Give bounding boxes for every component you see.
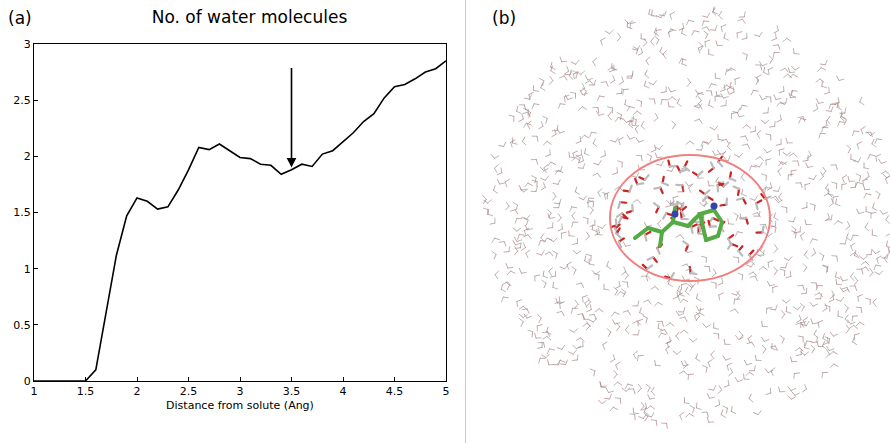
svg-text:4: 4 bbox=[340, 385, 347, 398]
svg-text:2.5: 2.5 bbox=[13, 94, 31, 107]
svg-text:1.5: 1.5 bbox=[77, 385, 95, 398]
svg-text:Distance from solute (Ang): Distance from solute (Ang) bbox=[166, 399, 314, 412]
svg-text:2.5: 2.5 bbox=[180, 385, 198, 398]
svg-text:No. of water molecules: No. of water molecules bbox=[152, 7, 348, 27]
svg-text:4.5: 4.5 bbox=[386, 385, 404, 398]
svg-text:1: 1 bbox=[31, 385, 38, 398]
svg-text:1.5: 1.5 bbox=[13, 206, 31, 219]
svg-text:3: 3 bbox=[24, 38, 31, 51]
svg-text:5: 5 bbox=[443, 385, 450, 398]
svg-text:2: 2 bbox=[134, 385, 141, 398]
svg-text:1: 1 bbox=[24, 263, 31, 276]
svg-text:2: 2 bbox=[24, 150, 31, 163]
svg-text:3.5: 3.5 bbox=[283, 385, 301, 398]
svg-text:0: 0 bbox=[24, 375, 31, 388]
html-text:(a): (a) bbox=[8, 8, 32, 28]
html-text:(b): (b) bbox=[492, 8, 517, 28]
svg-text:0.5: 0.5 bbox=[13, 319, 31, 332]
svg-text:3: 3 bbox=[237, 385, 244, 398]
